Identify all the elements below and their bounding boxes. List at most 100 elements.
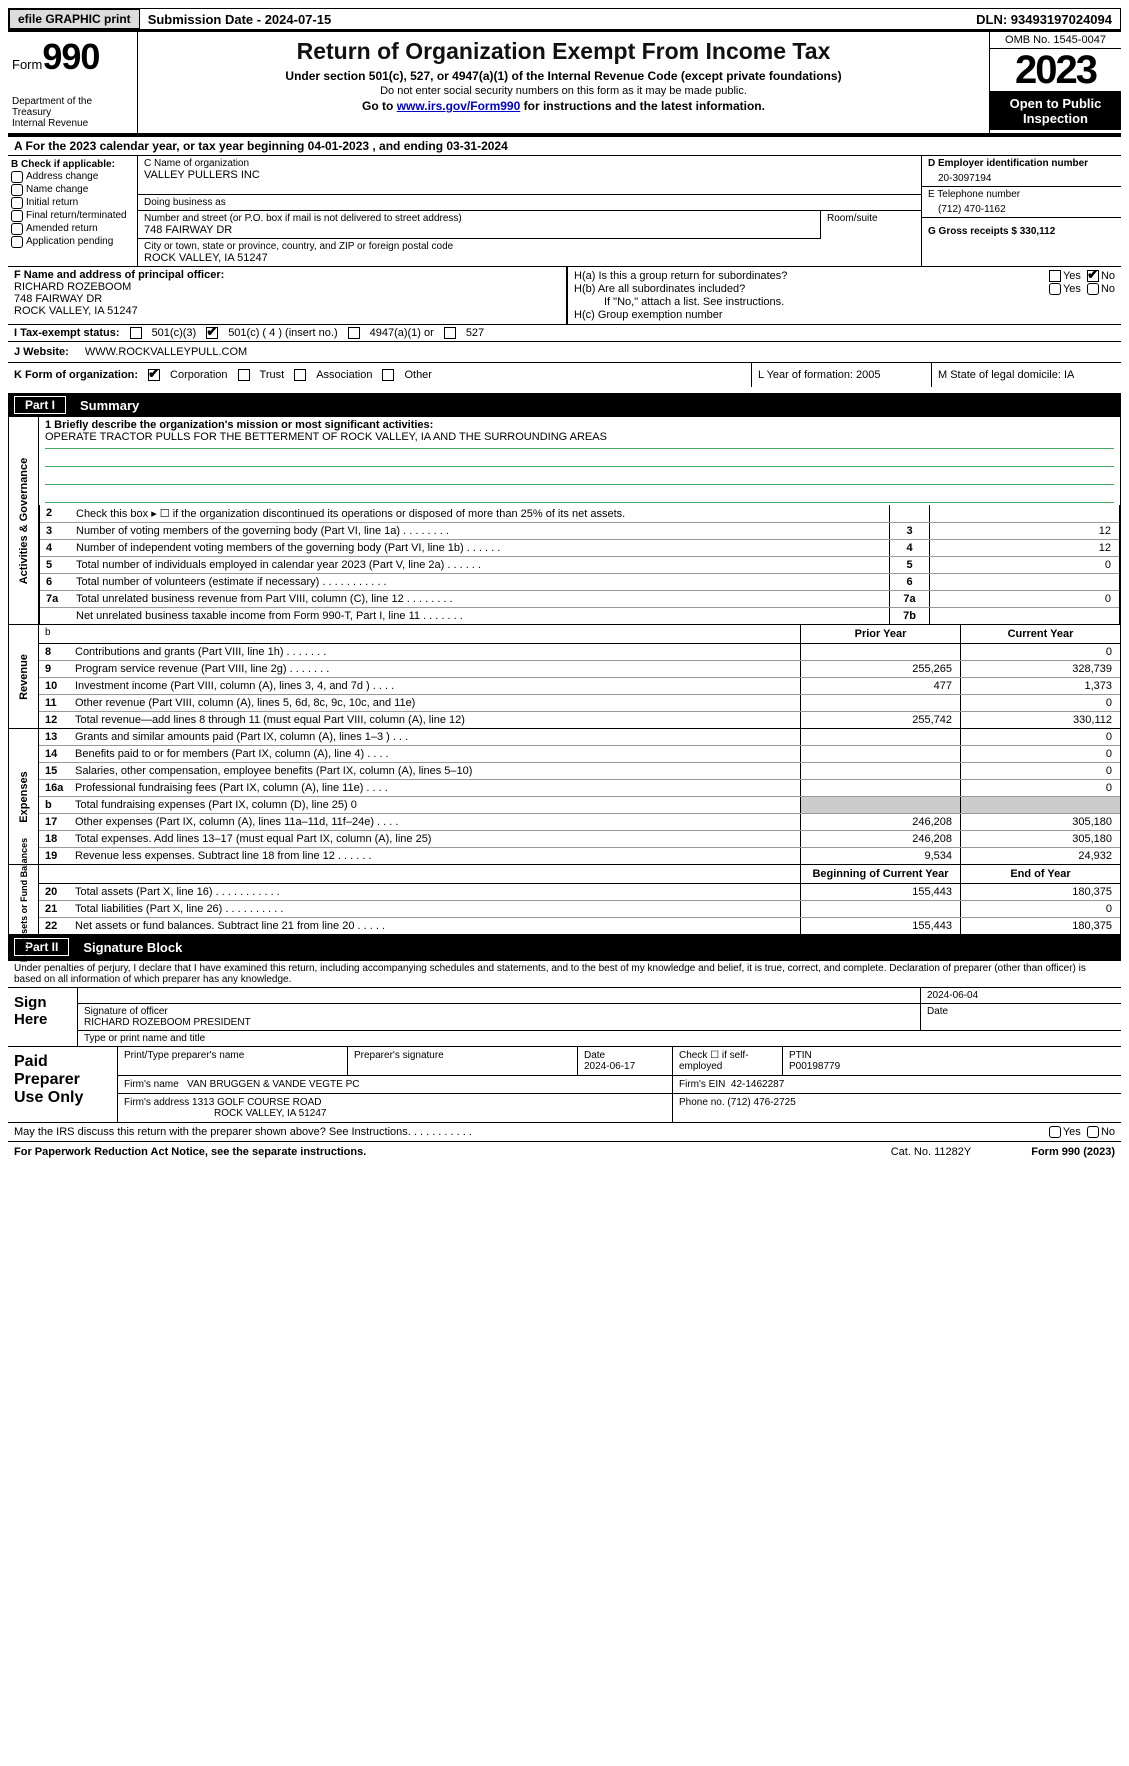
org-name-value: VALLEY PULLERS INC [144,169,915,181]
table-row: 14Benefits paid to or for members (Part … [39,745,1120,762]
row-j-website: J Website: WWW.ROCKVALLEYPULL.COM [8,341,1121,362]
checkbox-assoc[interactable] [294,369,306,381]
summary-netassets: Net Assets or Fund Balances Beginning of… [8,865,1121,935]
table-row: 20Total assets (Part X, line 16) . . . .… [39,884,1120,900]
form-word: Form [12,57,42,72]
irs-link[interactable]: www.irs.gov/Form990 [397,99,521,113]
table-row: 9Program service revenue (Part VIII, lin… [39,660,1120,677]
street-label: Number and street (or P.O. box if mail i… [144,213,814,224]
part2-header: Part II Signature Block [8,935,1121,959]
checkbox-other[interactable] [382,369,394,381]
row-i-tax-status: I Tax-exempt status: 501(c)(3) 501(c) ( … [8,324,1121,341]
checkbox-hb-no[interactable] [1087,283,1099,295]
checkbox-app-pending[interactable] [11,236,23,248]
col-prior-year: Prior Year [800,625,960,643]
box-c: C Name of organization VALLEY PULLERS IN… [138,156,921,266]
officer-label: F Name and address of principal officer: [14,269,560,281]
section-a-taxyear: A For the 2023 calendar year, or tax yea… [8,135,1121,155]
irs-label: Internal Revenue [12,118,133,129]
firm-ein: 42-1462287 [731,1079,784,1090]
table-row: 8Contributions and grants (Part VIII, li… [39,644,1120,660]
checkbox-initial-return[interactable] [11,197,23,209]
preparer-name-label: Print/Type preparer's name [118,1047,348,1075]
hb-label: H(b) Are all subordinates included? [574,283,1043,295]
checkbox-501c3[interactable] [130,327,142,339]
checkbox-amended[interactable] [11,223,23,235]
submission-date: Submission Date - 2024-07-15 [140,10,340,29]
part1-label: Part I [14,396,66,414]
part1-header: Part I Summary [8,393,1121,417]
col-end-year: End of Year [960,865,1120,883]
topbar: efile GRAPHIC print Submission Date - 20… [8,8,1121,30]
table-row: bTotal fundraising expenses (Part IX, co… [39,796,1120,813]
checkbox-ha-no[interactable] [1087,270,1099,282]
side-label-gov: Activities & Governance [18,457,30,584]
checkbox-corp[interactable] [148,369,160,381]
firm-name: VAN BRUGGEN & VANDE VEGTE PC [187,1079,359,1090]
hc-label: H(c) Group exemption number [574,309,723,321]
form-header: Form990 Department of the Treasury Inter… [8,32,1121,135]
subtitle-2: Do not enter social security numbers on … [142,85,985,97]
summary-expenses: Expenses 13Grants and similar amounts pa… [8,729,1121,865]
efile-print-button[interactable]: efile GRAPHIC print [9,9,140,29]
checkbox-address-change[interactable] [11,171,23,183]
ptin-value: P00198779 [789,1061,840,1072]
checkbox-527[interactable] [444,327,456,339]
dept-treasury: Department of the Treasury [12,96,133,118]
form-org-label: K Form of organization: [14,369,138,381]
checkbox-discuss-yes[interactable] [1049,1126,1061,1138]
preparer-sig-label: Preparer's signature [348,1047,578,1075]
part2-title: Signature Block [83,940,182,955]
col-begin-year: Beginning of Current Year [800,865,960,883]
form-title: Return of Organization Exempt From Incom… [142,38,985,65]
row-k: K Form of organization: Corporation Trus… [8,362,1121,387]
goto-line: Go to www.irs.gov/Form990 for instructio… [142,99,985,113]
ha-label: H(a) Is this a group return for subordin… [574,270,1043,282]
officer-name: RICHARD ROZEBOOM [14,281,560,293]
gov-row: Net unrelated business taxable income fr… [40,607,1119,624]
city-label: City or town, state or province, country… [144,241,915,252]
paperwork-notice: For Paperwork Reduction Act Notice, see … [14,1146,366,1158]
table-row: 21Total liabilities (Part X, line 26) . … [39,900,1120,917]
checkbox-ha-yes[interactable] [1049,270,1061,282]
checkbox-final-return[interactable] [11,210,23,222]
gov-row: 6Total number of volunteers (estimate if… [40,573,1119,590]
form-ref: Form 990 (2023) [1031,1146,1115,1158]
paid-preparer-label: Paid Preparer Use Only [8,1047,118,1122]
table-row: 22Net assets or fund balances. Subtract … [39,917,1120,934]
checkbox-hb-yes[interactable] [1049,283,1061,295]
firm-phone: (712) 476-2725 [727,1097,795,1108]
checkbox-trust[interactable] [238,369,250,381]
website-value: WWW.ROCKVALLEYPULL.COM [85,346,247,358]
street-value: 748 FAIRWAY DR [144,224,814,236]
cat-no: Cat. No. 11282Y [891,1146,972,1158]
checkbox-discuss-no[interactable] [1087,1126,1099,1138]
hb-note: If "No," attach a list. See instructions… [574,296,784,308]
checkbox-501c[interactable] [206,327,218,339]
footer: For Paperwork Reduction Act Notice, see … [8,1141,1121,1162]
org-name-label: C Name of organization [144,158,915,169]
self-employed-check: Check ☐ if self-employed [673,1047,783,1075]
gov-row: 3Number of voting members of the governi… [40,522,1119,539]
gross-receipts: G Gross receipts $ 330,112 [928,226,1115,237]
table-row: 12Total revenue—add lines 8 through 11 (… [39,711,1120,728]
checkbox-4947[interactable] [348,327,360,339]
ein-value: 20-3097194 [928,169,1115,184]
gov-row: 4Number of independent voting members of… [40,539,1119,556]
website-label: J Website: [14,346,69,358]
summary-governance: Activities & Governance 1 Briefly descri… [8,417,1121,625]
checkbox-name-change[interactable] [11,184,23,196]
table-row: 10Investment income (Part VIII, column (… [39,677,1120,694]
gov-row: 7aTotal unrelated business revenue from … [40,590,1119,607]
col-current-year: Current Year [960,625,1120,643]
signature-block: Under penalties of perjury, I declare th… [8,959,1121,1141]
dba-label: Doing business as [138,194,921,208]
type-name-label: Type or print name and title [78,1031,1121,1046]
perjury-declaration: Under penalties of perjury, I declare th… [8,961,1121,987]
side-label-exp: Expenses [18,771,30,822]
summary-revenue: Revenue b Prior Year Current Year 8Contr… [8,625,1121,729]
table-row: 16aProfessional fundraising fees (Part I… [39,779,1120,796]
side-label-rev: Revenue [18,654,30,700]
table-row: 18Total expenses. Add lines 13–17 (must … [39,830,1120,847]
table-row: 11Other revenue (Part VIII, column (A), … [39,694,1120,711]
